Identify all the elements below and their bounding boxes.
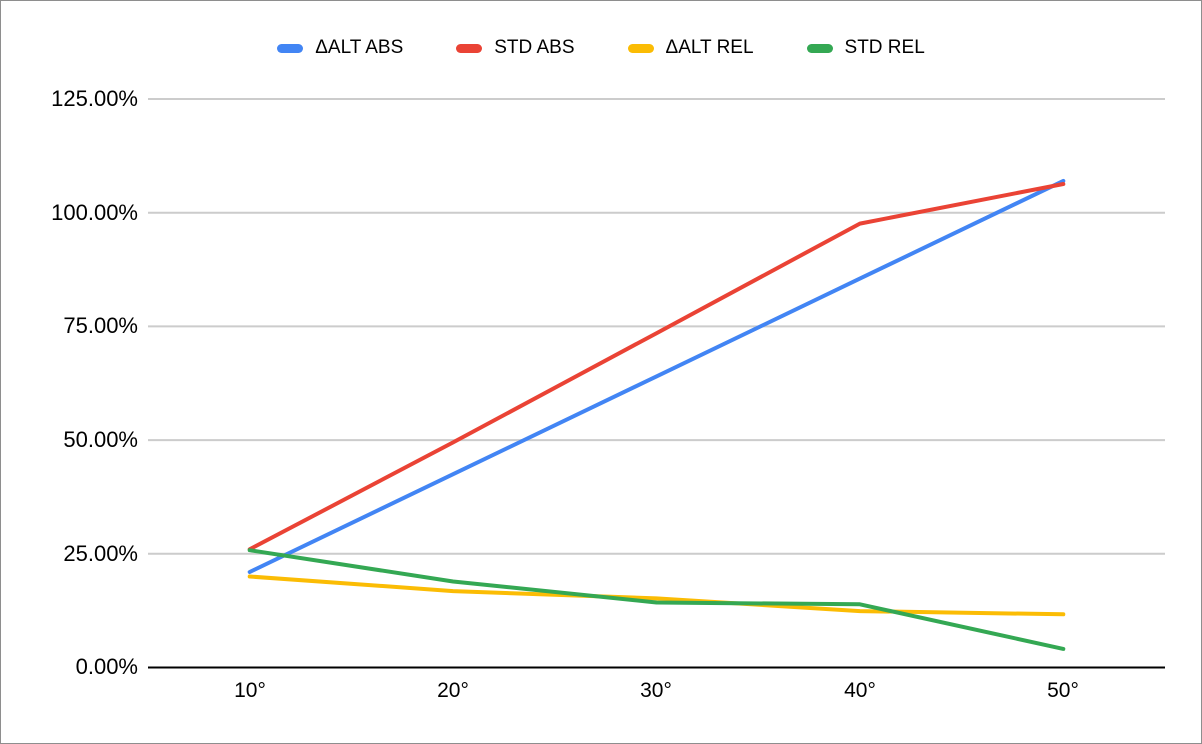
line--alt-abs [247, 178, 1066, 574]
legend-swatch-dalt-rel-icon [627, 43, 654, 53]
legend-swatch-std-rel-icon [806, 43, 833, 53]
x-axis-tick-40: 40° [844, 679, 876, 702]
x-axis-tick-50: 50° [1047, 679, 1079, 702]
legend-item-std-abs[interactable]: STD ABS [456, 37, 575, 59]
legend-item-std-rel[interactable]: STD REL [806, 37, 925, 59]
y-axis-tick-0: 0.00% [75, 654, 138, 679]
x-axis-tick-20: 20° [437, 679, 469, 702]
x-axis-tick-30: 30° [640, 679, 672, 702]
legend-label-std-rel: STD REL [844, 37, 925, 58]
legend-label-std-abs: STD ABS [494, 37, 575, 58]
y-axis-tick-25: 25.00% [63, 541, 138, 566]
chart-legend: ΔALT ABS STD ABS ΔALT REL STD REL [1, 37, 1201, 59]
line--alt-rel [247, 574, 1066, 617]
y-axis-tick-75: 75.00% [63, 313, 138, 338]
line-std-rel [247, 548, 1066, 651]
line-std-abs [247, 182, 1066, 552]
y-axis-tick-125: 125.00% [51, 86, 138, 111]
y-axis-tick-100: 100.00% [51, 200, 138, 225]
legend-item-dalt-rel[interactable]: ΔALT REL [627, 37, 754, 59]
legend-item-dalt-abs[interactable]: ΔALT ABS [277, 37, 403, 59]
x-axis-tick-10: 10° [234, 679, 266, 702]
legend-swatch-dalt-abs-icon [277, 43, 304, 53]
legend-label-dalt-abs: ΔALT ABS [315, 37, 404, 58]
y-axis-tick-50: 50.00% [63, 427, 138, 452]
legend-swatch-std-abs-icon [456, 43, 483, 53]
legend-label-dalt-rel: ΔALT REL [665, 37, 754, 58]
